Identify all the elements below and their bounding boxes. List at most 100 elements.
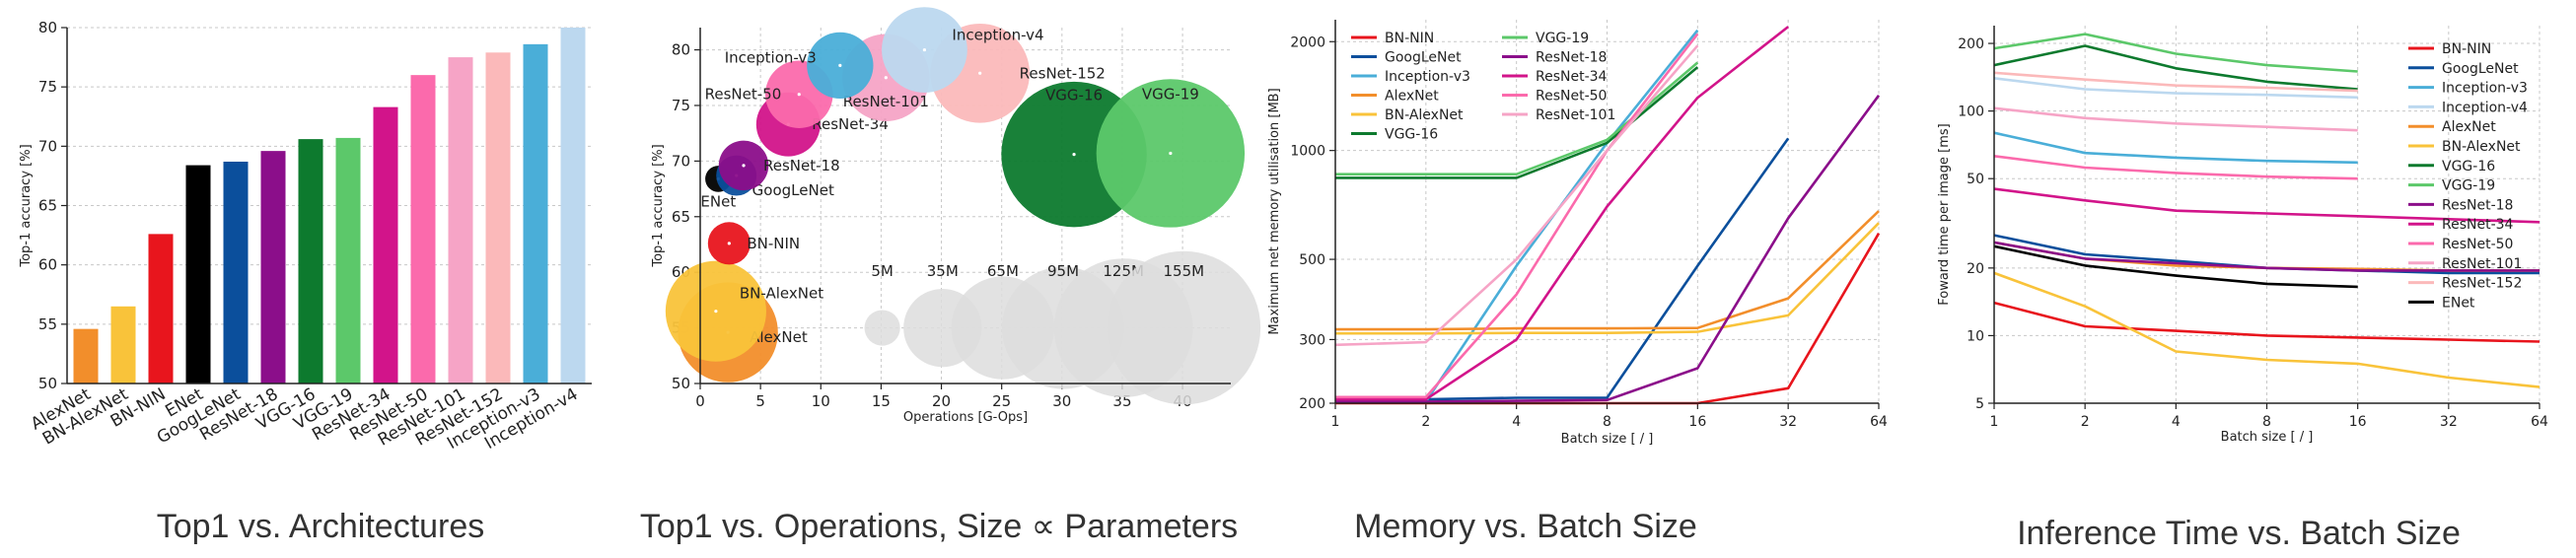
series-line-vgg-16 [1993,44,2358,91]
y-tick-label: 75 [38,78,57,96]
bar-inception-v3 [523,43,548,384]
series-line-resnet-101 [1993,106,2358,132]
size-legend-label-5m: 5M [871,262,894,280]
series-line-resnet-34 [1993,187,2540,224]
series-line-bn-alexnet [1335,222,1880,335]
x-tick-label: 30 [1052,392,1071,410]
bar-vgg-19 [335,137,361,384]
legend-label-resnet-18: ResNet-18 [2442,197,2513,213]
legend-label-alexnet: AlexNet [1385,89,1439,105]
y-tick-label: 60 [38,256,57,274]
x-tick-label: 1 [1331,414,1340,430]
size-legend-circle-5m [864,310,900,346]
y-tick-label: 100 [1958,105,1984,120]
legend-label-bn-nin: BN-NIN [1385,31,1434,46]
y-tick-label: 50 [38,375,57,392]
legend-label-vgg-19: VGG-19 [1536,31,1589,46]
y-tick-label: 55 [38,315,57,333]
legend-label-bn-alexnet: BN-AlexNet [2442,139,2521,155]
bubble-label-enet: ENet [700,192,736,210]
x-tick-label: 32 [1779,414,1797,430]
legend-label-inception-v3: Inception-v3 [1385,69,1470,85]
y-axis-label: Foward time per image [ms] [1937,123,1952,306]
bar-bn-alexnet [110,306,136,384]
bubble-label-resnet-152: ResNet-152 [1020,64,1106,82]
x-tick-label: 25 [992,392,1011,410]
bar-resnet-152 [485,52,511,384]
legend-label-resnet-34: ResNet-34 [2442,217,2514,233]
legend-label-resnet-34: ResNet-34 [1536,69,1608,85]
x-tick-label: 1 [1990,414,1999,430]
bar-enet [185,165,211,384]
bar-googlenet [223,161,249,384]
bubble-label-bn-alexnet: BN-AlexNet [740,285,823,303]
panel-top1-operations: 0510152025303540505560657075805M35M65M95… [651,7,1261,425]
bar-resnet-50 [410,75,436,384]
size-legend-circle-155m [1107,250,1261,405]
bar-resnet-18 [260,151,286,384]
x-tick-label: 2 [2081,414,2090,430]
x-tick-label: 4 [2172,414,2181,430]
x-axis-label: Batch size [ / ] [1561,432,1654,447]
legend-label-resnet-152: ResNet-152 [2442,276,2522,292]
series-line-resnet-18 [1335,95,1881,403]
bubble-label-vgg-16: VGG-16 [1045,87,1103,105]
y-tick-label: 5 [1975,396,1984,412]
y-tick-label: 80 [38,19,57,36]
x-tick-label: 10 [812,392,830,410]
y-tick-label: 65 [672,208,690,226]
legend-label-inception-v3: Inception-v3 [2442,81,2528,97]
caption-1: Top1 vs. Architectures [157,508,485,545]
series-line-inception-v3 [1993,131,2358,165]
bubble-label-inception-v4: Inception-v4 [952,27,1043,44]
x-tick-label: 32 [2440,414,2458,430]
x-tick-label: 0 [695,392,705,410]
legend-label-bn-alexnet: BN-AlexNet [1385,107,1464,123]
legend-label-resnet-18: ResNet-18 [1536,50,1607,66]
y-tick-label: 10 [1967,328,1984,344]
legend-label-resnet-50: ResNet-50 [2442,237,2513,252]
y-tick-label: 70 [38,137,57,155]
bar-alexnet [73,328,99,384]
y-tick-label: 1000 [1290,144,1325,160]
bubble-label-inception-v3: Inception-v3 [725,48,817,66]
series-line-enet [1993,244,2358,289]
series-line-resnet-50 [1993,155,2358,180]
bubble-center-resnet-50 [797,93,801,97]
size-legend-label-65m: 65M [987,262,1019,280]
x-tick-label: 4 [1512,414,1521,430]
legend-label-vgg-16: VGG-16 [1385,127,1438,143]
x-tick-label: 8 [2262,414,2271,430]
bar-inception-v4 [560,28,586,384]
y-tick-label: 200 [1958,36,1984,52]
legend-label-resnet-101: ResNet-101 [1536,107,1615,123]
bubble-center-vgg-19 [1169,151,1173,156]
y-tick-label: 65 [38,197,57,215]
bubble-label-bn-nin: BN-NIN [747,235,800,252]
bubble-label-resnet-101: ResNet-101 [843,93,929,110]
legend-label-googlenet: GoogLeNet [2442,61,2519,77]
y-tick-label: 200 [1299,396,1325,412]
y-tick-label: 70 [672,152,690,170]
legend-label-enet: ENet [2442,295,2475,311]
legend-label-vgg-16: VGG-16 [2442,159,2495,174]
bubble-label-resnet-34: ResNet-34 [812,115,889,133]
caption-2: Top1 vs. Operations, Size ∝ Parameters [640,508,1238,545]
bubble-center-resnet-18 [742,164,746,168]
bubble-label-resnet-50: ResNet-50 [705,86,782,104]
y-axis-label: Maximum net memory utilisation [MB] [1267,88,1282,334]
series-line-bn-alexnet [1993,271,2540,388]
y-axis-label: Top-1 accuracy [%] [19,144,34,267]
x-tick-label: 16 [1688,414,1706,430]
bubble-center-bn-nin [727,242,731,245]
bubble-label-resnet-18: ResNet-18 [763,157,840,174]
caption-3: Memory vs. Batch Size [1354,508,1697,545]
bubble-center-vgg-16 [1072,153,1076,157]
size-legend-label-95m: 95M [1047,262,1079,280]
x-tick-label: 16 [2349,414,2367,430]
bubble-center-inception-v3 [838,63,842,67]
series-line-inception-v4 [1993,77,2358,100]
bubble-center-inception-v4 [922,47,927,52]
